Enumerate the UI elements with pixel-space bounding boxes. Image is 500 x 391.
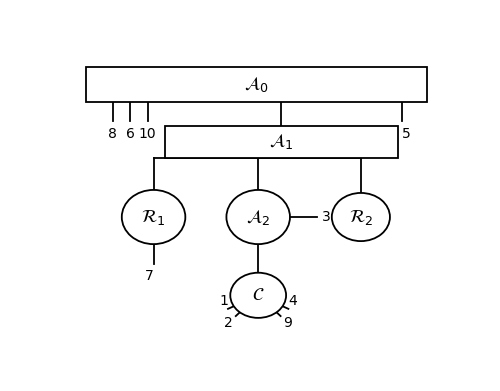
Text: 9: 9 bbox=[283, 316, 292, 330]
Text: $\mathcal{A}_2$: $\mathcal{A}_2$ bbox=[246, 208, 270, 226]
Text: 1: 1 bbox=[220, 294, 228, 308]
Text: 8: 8 bbox=[108, 127, 118, 141]
Bar bbox=[86, 67, 426, 102]
Text: 3: 3 bbox=[322, 210, 330, 224]
Text: 7: 7 bbox=[144, 269, 154, 283]
Text: $\mathcal{C}$: $\mathcal{C}$ bbox=[252, 286, 264, 304]
Ellipse shape bbox=[122, 190, 186, 244]
Text: 2: 2 bbox=[224, 316, 233, 330]
Text: 5: 5 bbox=[402, 127, 410, 141]
Text: $\mathcal{A}_1$: $\mathcal{A}_1$ bbox=[269, 132, 293, 151]
Bar bbox=[165, 126, 398, 158]
Ellipse shape bbox=[226, 190, 290, 244]
Text: 6: 6 bbox=[126, 127, 135, 141]
Text: $\mathcal{A}_0$: $\mathcal{A}_0$ bbox=[244, 75, 268, 94]
Text: $\mathcal{R}_1$: $\mathcal{R}_1$ bbox=[142, 208, 166, 226]
Ellipse shape bbox=[332, 193, 390, 241]
Text: 4: 4 bbox=[288, 294, 296, 308]
Text: 10: 10 bbox=[139, 127, 156, 141]
Ellipse shape bbox=[230, 273, 286, 318]
Text: $\mathcal{R}_2$: $\mathcal{R}_2$ bbox=[348, 208, 373, 226]
